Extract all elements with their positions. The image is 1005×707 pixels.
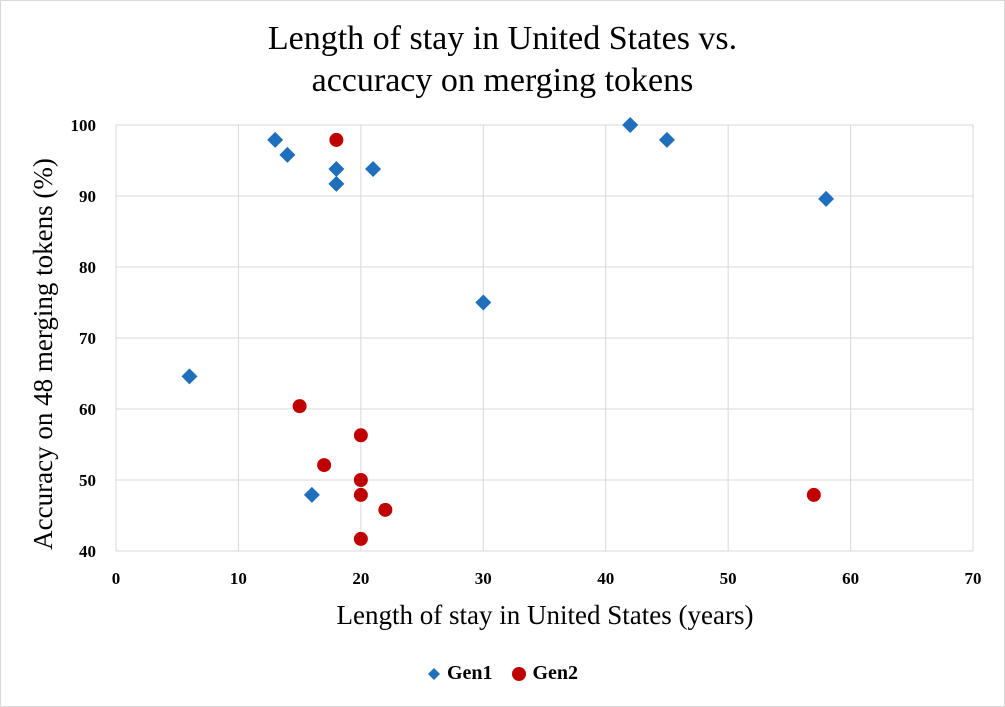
y-axis-title: Accuracy on 48 merging tokens (%) bbox=[28, 158, 58, 550]
diamond-marker-icon bbox=[427, 667, 440, 680]
x-tick-labels: 0 10 20 30 40 50 60 70 bbox=[112, 569, 982, 588]
gen2-point bbox=[353, 487, 368, 502]
gen1-point bbox=[181, 368, 198, 385]
gen2-point bbox=[329, 132, 344, 147]
x-tick-label: 60 bbox=[842, 569, 859, 588]
gen1-point bbox=[267, 131, 284, 148]
gridlines bbox=[115, 124, 974, 552]
gen2-point bbox=[378, 502, 393, 517]
legend-label-gen2: Gen2 bbox=[532, 662, 579, 684]
x-tick-label: 10 bbox=[230, 569, 247, 588]
gen2-point bbox=[317, 458, 332, 473]
gen1-point bbox=[279, 146, 296, 163]
gen2-point bbox=[353, 428, 368, 443]
x-tick-label: 20 bbox=[352, 569, 369, 588]
x-axis-title: Length of stay in United States (years) bbox=[337, 600, 754, 630]
legend-label-gen1: Gen1 bbox=[446, 662, 493, 684]
x-tick-label: 50 bbox=[720, 569, 737, 588]
gen1-point bbox=[475, 294, 492, 311]
x-tick-label: 30 bbox=[475, 569, 492, 588]
gen1-point bbox=[658, 131, 675, 148]
legend: Gen1 Gen2 bbox=[0, 662, 1005, 685]
gen2-point bbox=[353, 473, 368, 487]
chart-title-line-1: Length of stay in United States vs. bbox=[267, 20, 738, 57]
chart-title-line-2: accuracy on merging tokens bbox=[311, 62, 694, 99]
y-tick-label: 50 bbox=[79, 471, 96, 490]
circle-marker-icon bbox=[511, 666, 526, 681]
gen1-point bbox=[818, 190, 835, 207]
y-tick-label: 100 bbox=[71, 116, 97, 135]
y-tick-label: 70 bbox=[79, 329, 96, 348]
x-tick-label: 0 bbox=[112, 569, 121, 588]
y-tick-label: 40 bbox=[79, 542, 96, 561]
data-points bbox=[181, 117, 835, 546]
legend-item-gen2: Gen2 bbox=[511, 662, 579, 685]
gen2-point bbox=[806, 487, 821, 502]
gen1-point bbox=[622, 117, 639, 133]
x-tick-label: 70 bbox=[965, 569, 982, 588]
legend-item-gen1: Gen1 bbox=[427, 662, 493, 685]
gen2-point bbox=[292, 399, 307, 414]
gen1-point bbox=[365, 161, 382, 178]
y-tick-label: 90 bbox=[79, 187, 96, 206]
y-tick-label: 80 bbox=[79, 258, 96, 277]
gen2-point bbox=[353, 531, 368, 546]
y-tick-label: 60 bbox=[79, 400, 96, 419]
x-tick-label: 40 bbox=[597, 569, 614, 588]
y-tick-labels: 40 50 60 70 80 90 100 bbox=[71, 116, 97, 561]
gen1-point bbox=[303, 486, 320, 503]
gen1-point bbox=[328, 175, 345, 192]
gen1-point bbox=[328, 161, 345, 178]
chart-title: Length of stay in United States vs. accu… bbox=[0, 18, 1005, 102]
